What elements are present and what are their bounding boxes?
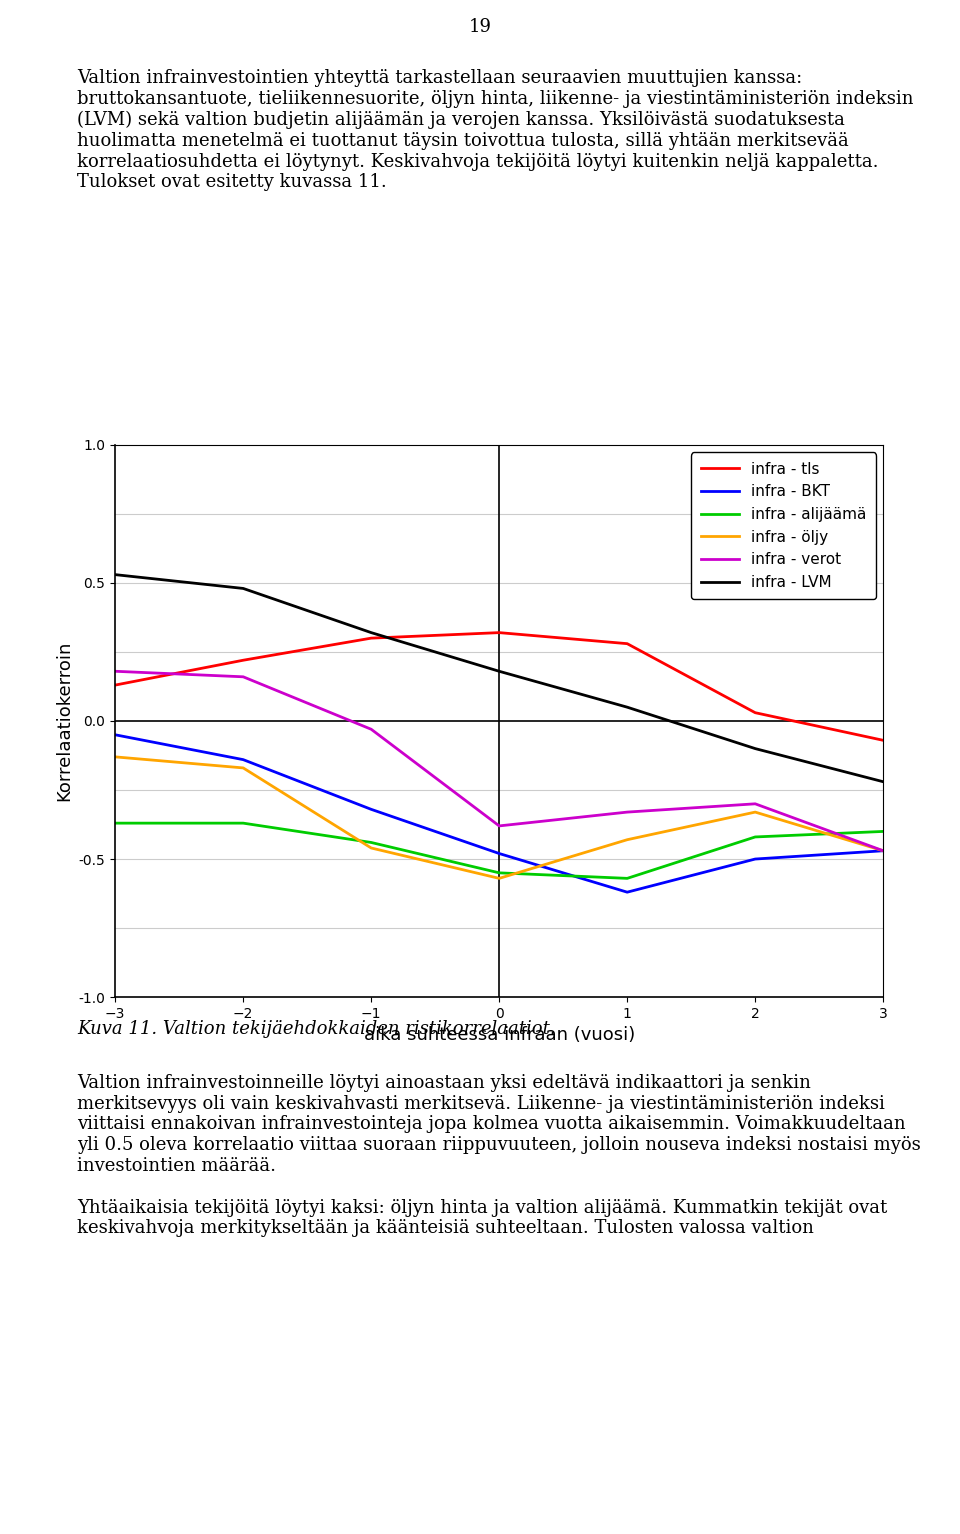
infra - verot bbox=[237, 667, 249, 686]
infra - verot bbox=[493, 816, 505, 834]
Text: Valtion infrainvestointien yhteyttä tarkastellaan seuraavien muuttujien kanssa:
: Valtion infrainvestointien yhteyttä tark… bbox=[77, 69, 913, 192]
infra - öljy bbox=[621, 830, 633, 848]
infra - alijäämä bbox=[366, 833, 377, 851]
infra - alijäämä bbox=[493, 864, 505, 882]
X-axis label: aika suhteessa infraan (vuosi): aika suhteessa infraan (vuosi) bbox=[364, 1026, 635, 1045]
infra - LVM bbox=[109, 566, 121, 584]
infra - tls bbox=[493, 623, 505, 641]
Line: infra - öljy: infra - öljy bbox=[115, 756, 883, 879]
Y-axis label: Korrelaatiokerroin: Korrelaatiokerroin bbox=[55, 641, 73, 801]
infra - LVM bbox=[621, 698, 633, 716]
infra - alijäämä bbox=[621, 870, 633, 888]
infra - verot bbox=[109, 663, 121, 681]
infra - LVM bbox=[237, 580, 249, 598]
infra - alijäämä bbox=[877, 822, 889, 841]
infra - alijäämä bbox=[237, 815, 249, 833]
infra - verot bbox=[877, 842, 889, 861]
infra - BKT bbox=[237, 750, 249, 769]
infra - alijäämä bbox=[109, 815, 121, 833]
infra - BKT bbox=[621, 884, 633, 902]
infra - BKT bbox=[877, 842, 889, 861]
Line: infra - tls: infra - tls bbox=[115, 632, 883, 741]
infra - BKT bbox=[109, 726, 121, 744]
infra - tls bbox=[366, 629, 377, 647]
Text: Valtion infrainvestoinneille löytyi ainoastaan yksi edeltävä indikaattori ja sen: Valtion infrainvestoinneille löytyi aino… bbox=[77, 1074, 921, 1238]
Line: infra - LVM: infra - LVM bbox=[115, 575, 883, 782]
Line: infra - verot: infra - verot bbox=[115, 672, 883, 851]
infra - verot bbox=[366, 719, 377, 738]
infra - öljy bbox=[237, 759, 249, 778]
Text: 19: 19 bbox=[468, 18, 492, 37]
infra - LVM bbox=[493, 663, 505, 681]
infra - tls bbox=[877, 732, 889, 750]
infra - BKT bbox=[366, 801, 377, 819]
infra - BKT bbox=[750, 850, 761, 868]
infra - öljy bbox=[877, 842, 889, 861]
Line: infra - alijäämä: infra - alijäämä bbox=[115, 824, 883, 879]
infra - alijäämä bbox=[750, 828, 761, 847]
infra - BKT bbox=[493, 844, 505, 862]
infra - tls bbox=[109, 676, 121, 695]
infra - tls bbox=[750, 704, 761, 723]
infra - tls bbox=[621, 635, 633, 653]
infra - LVM bbox=[366, 623, 377, 641]
Line: infra - BKT: infra - BKT bbox=[115, 735, 883, 893]
infra - verot bbox=[621, 802, 633, 821]
infra - öljy bbox=[366, 839, 377, 858]
infra - öljy bbox=[109, 747, 121, 765]
infra - verot bbox=[750, 795, 761, 813]
infra - LVM bbox=[750, 739, 761, 758]
infra - öljy bbox=[750, 802, 761, 821]
Legend: infra - tls, infra - BKT, infra - alijäämä, infra - öljy, infra - verot, infra -: infra - tls, infra - BKT, infra - alijää… bbox=[691, 453, 876, 598]
infra - öljy bbox=[493, 870, 505, 888]
Text: Kuva 11. Valtion tekijäehdokkaiden ristikorrelaatiot.: Kuva 11. Valtion tekijäehdokkaiden risti… bbox=[77, 1020, 556, 1039]
infra - tls bbox=[237, 650, 249, 669]
infra - LVM bbox=[877, 773, 889, 792]
